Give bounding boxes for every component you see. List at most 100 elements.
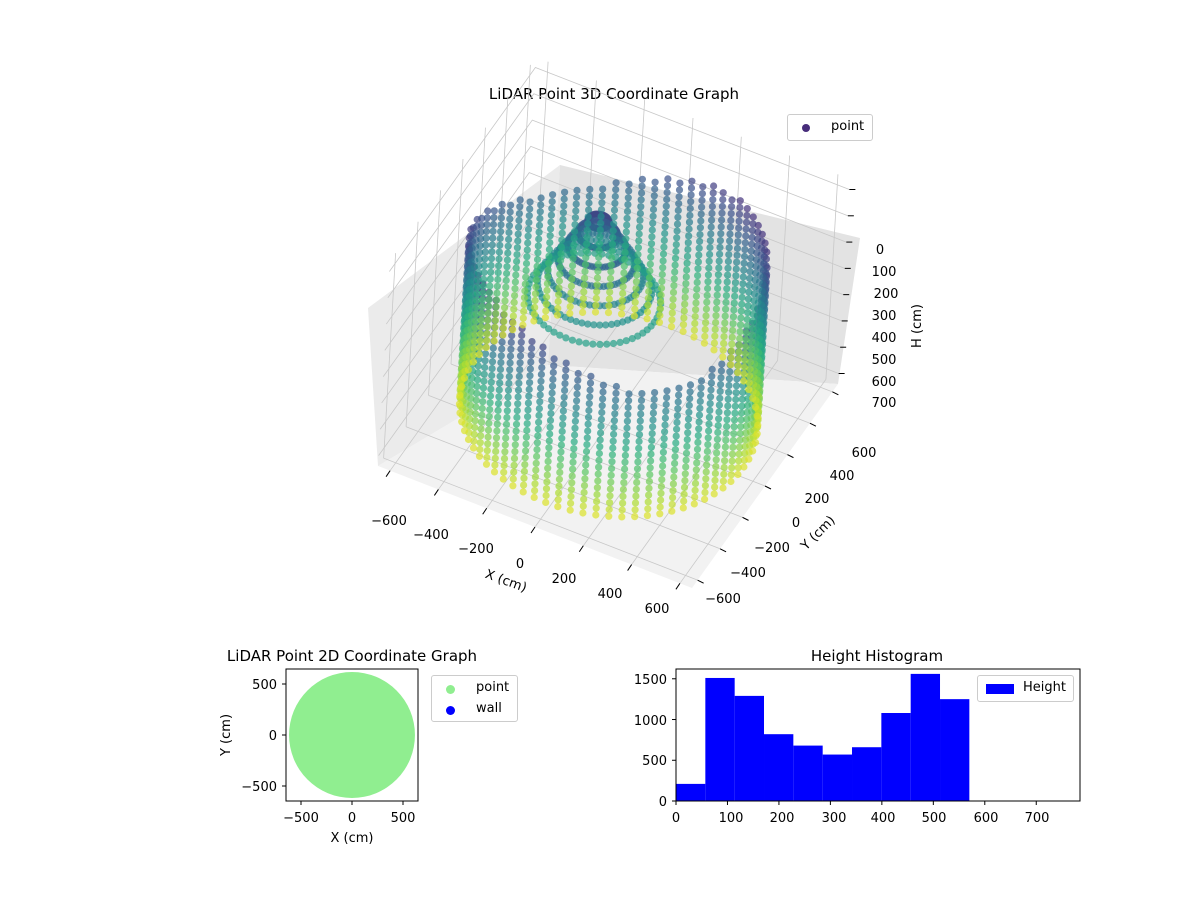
lidar-point	[573, 193, 581, 201]
lidar-point	[513, 251, 521, 259]
lidar-point	[590, 210, 598, 218]
lidar-point	[647, 450, 655, 458]
lidar-point	[569, 255, 577, 263]
lidar-point	[692, 473, 700, 481]
lidar-point	[727, 347, 736, 355]
lidar-point	[733, 375, 741, 383]
lidar-point	[720, 326, 729, 334]
lidar-point	[504, 393, 512, 401]
lidar-point	[686, 204, 694, 213]
lidar-point	[607, 261, 615, 269]
grid-line	[387, 93, 848, 299]
lidar-point	[621, 242, 630, 250]
lidar-point	[611, 192, 619, 201]
lidar-point	[721, 457, 729, 465]
lidar-point	[722, 436, 730, 444]
lidar-point	[493, 296, 501, 304]
lidar-point	[692, 299, 700, 307]
lidar-point	[663, 182, 672, 190]
lidar-point	[710, 346, 718, 354]
lidar-point	[680, 307, 688, 315]
lidar-point	[481, 357, 489, 365]
lidar-point	[692, 292, 701, 300]
lidar-point	[456, 391, 464, 399]
lidar-point	[726, 230, 734, 238]
lidar-point	[485, 296, 493, 304]
lidar-point	[740, 266, 748, 274]
lidar-point	[543, 478, 551, 486]
lidar-point	[711, 325, 719, 333]
lidar-point	[748, 233, 756, 242]
lidar-point	[669, 487, 677, 495]
lidar-point	[597, 206, 606, 214]
lidar-point	[720, 333, 728, 341]
lidar-point	[475, 269, 483, 277]
lidar-point	[595, 456, 603, 464]
lidar-point	[682, 273, 690, 281]
lidar-point	[633, 465, 642, 473]
lidar-point	[648, 436, 656, 444]
lidar-point	[754, 221, 762, 230]
axis-ticks-3d	[385, 189, 856, 590]
lidar-point	[692, 466, 700, 474]
lidar-point	[509, 475, 517, 483]
lidar-point	[488, 371, 496, 380]
lidar-point	[647, 240, 656, 248]
lidar-point	[560, 393, 568, 401]
lidar-point	[712, 312, 720, 320]
lidar-point	[503, 414, 511, 422]
lidar-point	[647, 246, 655, 255]
lidar-point	[569, 451, 578, 460]
lidar-point	[672, 432, 680, 440]
lidar-point	[507, 345, 515, 353]
lidar-point	[643, 308, 652, 316]
lidar-point	[603, 340, 611, 348]
lidar-point	[595, 240, 604, 248]
lidar-point	[742, 218, 751, 226]
lidar-point	[719, 484, 727, 492]
lidar-point	[669, 302, 677, 310]
lidar-point	[524, 225, 533, 233]
lidar-point	[684, 245, 692, 254]
lidar-point	[631, 305, 639, 313]
y-tick	[764, 485, 772, 490]
lidar-point	[580, 281, 588, 289]
lidar-point	[501, 297, 509, 305]
lidar-point	[560, 400, 568, 408]
lidar-point	[481, 350, 490, 358]
lidar-point	[547, 225, 555, 233]
lidar-point	[711, 483, 719, 491]
lidar-point	[535, 405, 544, 413]
lidar-point	[595, 463, 603, 471]
z-tick-label: 700	[872, 396, 897, 411]
lidar-point	[586, 393, 594, 401]
lidar-point	[651, 389, 659, 397]
lidar-point	[671, 268, 679, 276]
lidar-point	[637, 403, 645, 411]
lidar-point	[593, 281, 601, 289]
lidar-point	[464, 366, 472, 374]
lidar-point	[700, 339, 709, 347]
lidar-point	[708, 216, 716, 224]
lidar-point	[530, 317, 538, 325]
lidar-point	[490, 468, 499, 476]
lidar-point	[488, 358, 497, 366]
lidar-point	[710, 182, 718, 190]
lidar-point	[634, 250, 642, 259]
lidar-point	[737, 416, 745, 424]
lidar-point	[476, 330, 485, 338]
lidar-point	[646, 260, 654, 268]
lidar-point	[557, 441, 566, 449]
lidar-point	[681, 300, 689, 308]
lidar-point	[731, 409, 739, 417]
lidar-point	[716, 243, 724, 251]
lidar-point	[719, 477, 728, 485]
lidar-point	[734, 362, 742, 370]
lidar-point	[738, 300, 746, 308]
lidar-point	[634, 451, 642, 459]
lidar-point	[753, 242, 761, 250]
lidar-point	[479, 384, 488, 392]
lidar-point	[721, 319, 729, 327]
lidar-point	[715, 408, 723, 416]
lidar-point	[504, 400, 512, 408]
